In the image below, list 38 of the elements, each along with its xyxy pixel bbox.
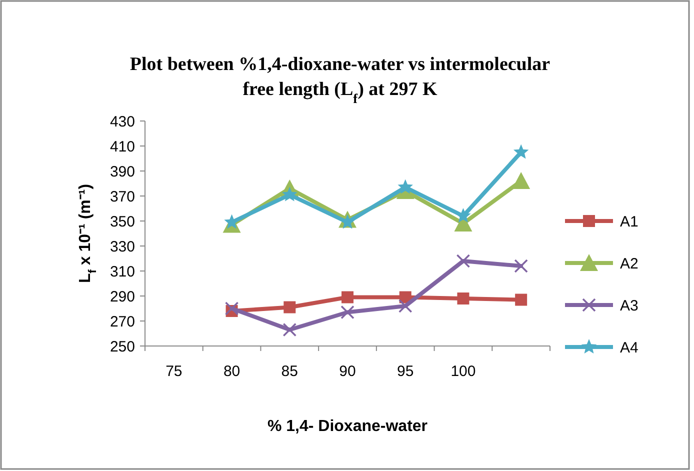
y-tick-label: 410 (110, 138, 135, 156)
y-tick-label: 390 (110, 163, 135, 180)
y-tick-label: 370 (110, 188, 135, 206)
x-tick-label: 85 (281, 363, 298, 380)
point (398, 299, 412, 313)
legend-label: A1 (620, 213, 638, 230)
point (398, 179, 413, 194)
point (282, 186, 298, 202)
x-tick-label: 100 (450, 363, 476, 380)
point (224, 214, 240, 229)
legend-label: A3 (620, 297, 638, 314)
point (512, 172, 530, 189)
legend-label: A4 (620, 339, 638, 356)
point (282, 322, 297, 337)
point (514, 259, 528, 273)
x-tick-label: 90 (339, 363, 356, 380)
point (513, 144, 529, 159)
point (456, 208, 471, 222)
point (457, 292, 470, 304)
x-tick-label: 80 (223, 363, 240, 380)
y-tick-label: 330 (110, 238, 135, 256)
y-tick-label: 250 (110, 338, 135, 356)
x-axis-title: % 1,4- Dioxane-water (267, 418, 428, 435)
point (342, 291, 354, 304)
y-tick-label: 350 (110, 213, 135, 230)
point (224, 302, 239, 316)
legend-label: A2 (620, 255, 638, 272)
x-tick-label: 95 (397, 363, 414, 380)
x-tick-label: 75 (166, 363, 182, 380)
y-tick-label: 430 (110, 113, 135, 130)
chart-title: Plot between %1,4-dioxane-water vs intermolecular free length (L$_{f}$) at 297 K (130, 54, 551, 106)
y-tick-label: 270 (110, 313, 135, 330)
point (515, 294, 528, 306)
y-tick-label: 290 (110, 288, 135, 306)
point (456, 254, 470, 268)
point (284, 301, 296, 314)
y-tick-label: 310 (110, 263, 135, 280)
point (340, 305, 354, 320)
